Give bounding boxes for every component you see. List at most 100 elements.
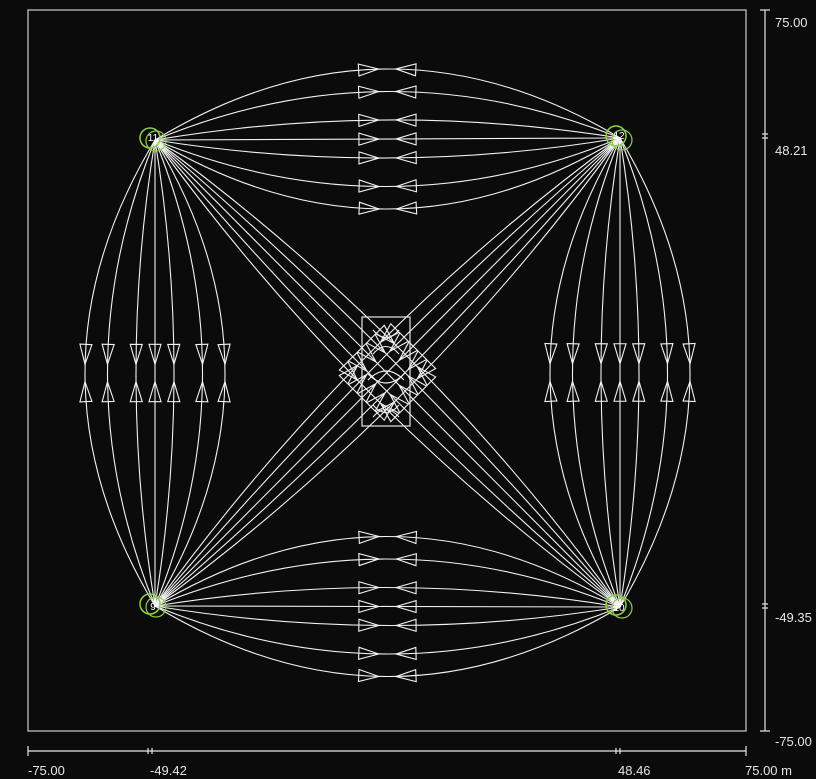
link-10-9 [154, 605, 621, 627]
arrow-head [394, 113, 417, 127]
arrow-head [195, 379, 209, 403]
arrow-head [394, 618, 417, 633]
link-12-10 [549, 137, 621, 608]
arrow-head [358, 132, 381, 146]
y-scale-label-bottom: -75.00 [775, 734, 812, 749]
arrow-head [682, 379, 696, 403]
arrow-head [613, 343, 627, 366]
arrow-head [129, 343, 143, 367]
arrow-head [394, 201, 418, 215]
arrow-head [388, 392, 410, 414]
arrow-head [358, 151, 381, 165]
link-11-12 [154, 137, 621, 210]
link-11-10 [154, 139, 621, 608]
arrow-head [388, 331, 410, 353]
link-11-12 [154, 119, 621, 141]
node-12[interactable]: 12 [605, 125, 633, 151]
arrow-head [357, 668, 381, 683]
arrow-head [660, 379, 674, 403]
arrow-head [338, 363, 359, 385]
arrow-head [148, 379, 162, 403]
node-label: 9 [150, 602, 156, 613]
link-9-11 [154, 139, 226, 607]
link-10-9 [154, 536, 621, 608]
arrow-head [79, 343, 93, 367]
link-12-9 [154, 137, 621, 607]
arrow-head [167, 379, 181, 403]
link-10-9 [154, 586, 621, 608]
link-10-9 [154, 605, 621, 608]
link-11-12 [154, 68, 621, 141]
arrow-head [394, 178, 418, 193]
arrow-head [394, 132, 417, 146]
arrow-head [397, 383, 419, 405]
center-loop [372, 329, 400, 339]
link-12-10 [619, 137, 668, 608]
x-scale-bar [27, 746, 747, 756]
arrow-head [358, 599, 381, 614]
link-10-9 [154, 605, 621, 677]
arrow-head [660, 342, 674, 366]
arrow-head [397, 341, 419, 362]
node-10[interactable]: 10 [605, 594, 633, 619]
arrow-head [566, 379, 580, 403]
arrow-head [566, 342, 580, 366]
center-loop [372, 345, 400, 355]
y-scale-bar [760, 9, 770, 732]
link-9-11 [135, 139, 156, 607]
arrow-head [358, 201, 382, 215]
link-12-9 [154, 137, 621, 607]
x-scale-label-right: 75.00 m [745, 763, 792, 778]
arrow-head [374, 400, 396, 422]
link-11-10 [154, 139, 621, 608]
node-9[interactable]: 9 [139, 593, 167, 618]
y-scale-label-top: 75.00 [775, 15, 808, 30]
arrow-head [101, 379, 115, 403]
arrow-head [594, 343, 608, 366]
arrow-head [632, 343, 646, 366]
arrow-head [406, 350, 428, 371]
node-label: 12 [613, 131, 625, 142]
link-12-10 [572, 137, 621, 608]
link-11-10 [154, 139, 621, 608]
arrow-head [394, 552, 417, 567]
link-9-11 [154, 139, 203, 607]
arrow-head [544, 379, 558, 403]
y-scale-label-upper: 48.21 [775, 143, 808, 158]
node-label: 11 [148, 133, 159, 144]
link-11-12 [154, 90, 621, 141]
arrow-head [365, 391, 387, 413]
arrow-head [358, 580, 381, 595]
arrow-head [217, 379, 231, 403]
link-11-12 [154, 137, 621, 188]
arrow-head [79, 379, 93, 403]
plot-frame [27, 9, 747, 732]
link-12-10 [619, 137, 691, 608]
arrow-head [416, 359, 437, 381]
link-9-11 [107, 139, 156, 607]
arrow-head [393, 63, 417, 77]
arrow-head [394, 150, 417, 165]
link-11-10 [154, 139, 621, 608]
link-10-9 [154, 558, 621, 608]
arrow-head [195, 343, 209, 367]
center-loop [372, 404, 400, 414]
arrow-head [406, 374, 428, 396]
arrow-head [167, 343, 181, 367]
arrow-head [613, 379, 627, 402]
link-11-10 [154, 139, 621, 608]
node-11[interactable]: 11 [139, 127, 167, 152]
arrow-head [374, 324, 396, 345]
link-10-9 [154, 605, 621, 655]
y-scale-label-lower: -49.35 [775, 610, 812, 625]
center-loops [367, 329, 405, 418]
arrow-head [358, 646, 381, 661]
center-box [361, 316, 411, 427]
link-11-12 [154, 137, 621, 159]
arrow-head [338, 360, 359, 382]
x-scale-label-mid-left: -49.42 [150, 763, 187, 778]
arrow-head [358, 552, 381, 567]
link-12-9 [154, 137, 621, 607]
x-scale-label-mid-right: 48.46 [618, 763, 651, 778]
